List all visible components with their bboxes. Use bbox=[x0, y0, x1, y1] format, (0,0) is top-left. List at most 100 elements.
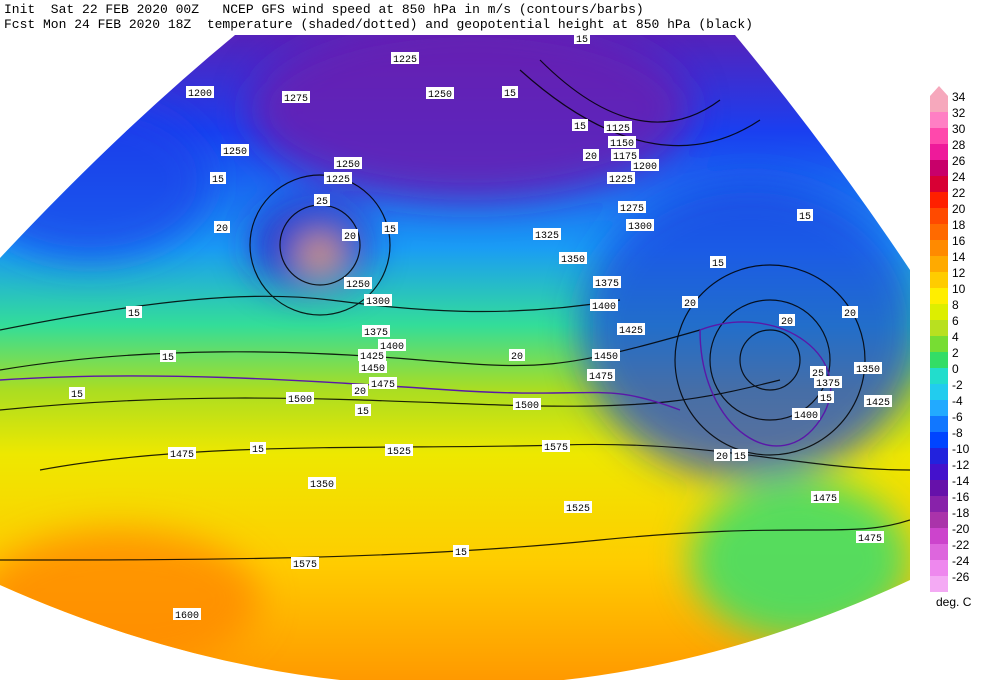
contour-label: 15 bbox=[712, 259, 724, 270]
contour-label: 1250 bbox=[336, 160, 360, 171]
contour-label: 1375 bbox=[364, 328, 388, 339]
contour-label: 1425 bbox=[619, 326, 643, 337]
contour-label: 20 bbox=[511, 352, 523, 363]
contour-label: 1375 bbox=[595, 279, 619, 290]
contour-label-box bbox=[385, 444, 413, 456]
contour-label-box bbox=[592, 349, 620, 361]
contour-label: 1225 bbox=[326, 175, 350, 186]
contour-label: 1225 bbox=[609, 175, 633, 186]
contour-label: 1450 bbox=[361, 364, 385, 375]
colorbar-swatch bbox=[930, 160, 948, 176]
contour-label-box bbox=[426, 87, 454, 99]
colorbar-swatch bbox=[930, 176, 948, 192]
contour-label: 1225 bbox=[393, 55, 417, 66]
colorbar-swatch bbox=[930, 464, 948, 480]
contour-label-box bbox=[574, 32, 590, 44]
contour-label-box bbox=[626, 219, 654, 231]
colorbar-swatch bbox=[930, 336, 948, 352]
contour-label: 20 bbox=[684, 299, 696, 310]
colorbar-unit: deg. C bbox=[936, 595, 972, 609]
contour-label-box bbox=[502, 86, 518, 98]
contour-label-box bbox=[334, 157, 362, 169]
header-line: Init Sat 22 FEB 2020 00Z NCEP GFS wind s… bbox=[4, 2, 644, 17]
colorbar-swatch bbox=[930, 224, 948, 240]
colorbar: 3432302826242220181614121086420-2-4-6-8-… bbox=[930, 86, 970, 592]
contour-label: 15 bbox=[162, 353, 174, 364]
contour-label-box bbox=[714, 449, 730, 461]
contour-label: 20 bbox=[781, 317, 793, 328]
contour-label-box bbox=[792, 408, 820, 420]
contour-label-box bbox=[513, 398, 541, 410]
contour-label-box bbox=[369, 377, 397, 389]
contour-label-box bbox=[710, 256, 726, 268]
colorbar-swatch bbox=[930, 240, 948, 256]
contour-label: 15 bbox=[820, 394, 832, 405]
colorbar-label: -2 bbox=[952, 378, 963, 392]
contour-label-box bbox=[359, 361, 387, 373]
contour-label-box bbox=[818, 391, 834, 403]
contour-label: 1350 bbox=[310, 480, 334, 491]
contour-label-box bbox=[814, 376, 842, 388]
contour-label: 1600 bbox=[175, 611, 199, 622]
contour-label: 15 bbox=[734, 452, 746, 463]
contour-label-box bbox=[186, 86, 214, 98]
contour-label-box bbox=[864, 395, 892, 407]
contour-label: 1400 bbox=[592, 302, 616, 313]
colorbar-swatch bbox=[930, 288, 948, 304]
contour-label: 20 bbox=[354, 387, 366, 398]
contour-label-box bbox=[210, 172, 226, 184]
colorbar-label: 34 bbox=[952, 90, 966, 104]
colorbar-swatch bbox=[930, 128, 948, 144]
contour-label: 15 bbox=[128, 309, 140, 320]
colorbar-label: 30 bbox=[952, 122, 966, 136]
contour-label-box bbox=[856, 531, 884, 543]
contour-label-box bbox=[342, 229, 358, 241]
contour-label-box bbox=[559, 252, 587, 264]
contour-label: 15 bbox=[212, 175, 224, 186]
colorbar-label: 0 bbox=[952, 362, 959, 376]
contour-label-box bbox=[378, 339, 406, 351]
contour-label-box bbox=[453, 545, 469, 557]
contour-label-box bbox=[564, 501, 592, 513]
contour-label-box bbox=[509, 349, 525, 361]
contour-label-box bbox=[355, 404, 371, 416]
contour-label: 15 bbox=[799, 212, 811, 223]
contour-label-box bbox=[382, 222, 398, 234]
colorbar-arrow bbox=[930, 86, 948, 96]
colorbar-label: -10 bbox=[952, 442, 970, 456]
colorbar-label: 16 bbox=[952, 234, 966, 248]
colorbar-swatch bbox=[930, 144, 948, 160]
colorbar-swatch bbox=[930, 192, 948, 208]
contour-label: 1475 bbox=[813, 494, 837, 505]
colorbar-swatch bbox=[930, 448, 948, 464]
colorbar-swatch bbox=[930, 528, 948, 544]
contour-label: 20 bbox=[716, 452, 728, 463]
contour-label-box bbox=[308, 477, 336, 489]
colorbar-label: -18 bbox=[952, 506, 970, 520]
colorbar-label: 8 bbox=[952, 298, 959, 312]
colorbar-label: 20 bbox=[952, 202, 966, 216]
contour-label-box bbox=[168, 447, 196, 459]
contour-label: 15 bbox=[504, 89, 516, 100]
colorbar-swatch bbox=[930, 512, 948, 528]
colorbar-swatch bbox=[930, 112, 948, 128]
colorbar-label: 4 bbox=[952, 330, 959, 344]
contour-label-box bbox=[173, 608, 201, 620]
contour-label-box bbox=[732, 449, 748, 461]
contour-label-box bbox=[352, 384, 368, 396]
contour-label-box bbox=[604, 121, 632, 133]
contour-label: 20 bbox=[585, 152, 597, 163]
contour-label: 1475 bbox=[589, 372, 613, 383]
contour-label-box bbox=[583, 149, 599, 161]
contour-label: 1250 bbox=[428, 90, 452, 101]
contour-label: 15 bbox=[574, 122, 586, 133]
contour-label: 1300 bbox=[628, 222, 652, 233]
colorbar-swatch bbox=[930, 576, 948, 592]
contour-label-box bbox=[126, 306, 142, 318]
colorbar-swatch bbox=[930, 256, 948, 272]
contour-label-box bbox=[324, 172, 352, 184]
contour-label-box bbox=[358, 349, 386, 361]
contour-label-box bbox=[542, 440, 570, 452]
contour-label: 1575 bbox=[293, 560, 317, 571]
